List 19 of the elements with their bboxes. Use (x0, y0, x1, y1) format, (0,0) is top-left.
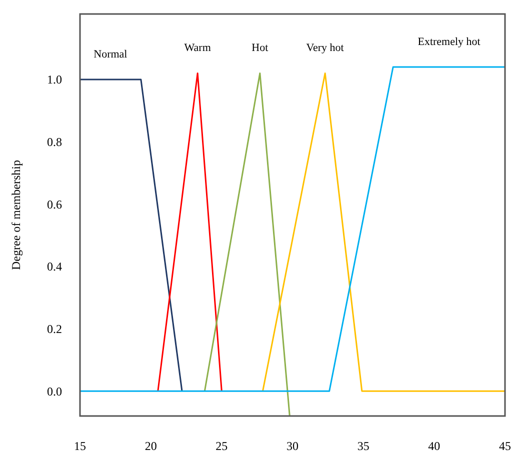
y-axis-title: Degree of membership (9, 160, 23, 270)
x-tick-label: 40 (428, 439, 440, 453)
x-tick-label: 45 (499, 439, 511, 453)
x-tick-label: 30 (286, 439, 298, 453)
text: Warm (184, 42, 212, 54)
series-label: Normal (94, 48, 128, 60)
y-tick-label: 0.8 (47, 134, 62, 149)
x-tick-label: 15 (74, 439, 86, 453)
x-tick-label: 20 (144, 439, 157, 453)
y-tick-label: 0.4 (47, 260, 62, 274)
x-tick-label: 35 (357, 439, 370, 453)
y-tick-label: 0.2 (47, 322, 62, 336)
series-label: Extremely hot (418, 36, 480, 48)
x-tick-label: 25 (216, 439, 228, 453)
text: Very hot (306, 42, 344, 54)
y-tick-label: 1.0 (47, 72, 62, 87)
y-tick-label: 0.0 (47, 384, 62, 398)
y-tick-label: 0.6 (47, 197, 62, 212)
series-label: Hot (252, 42, 268, 54)
